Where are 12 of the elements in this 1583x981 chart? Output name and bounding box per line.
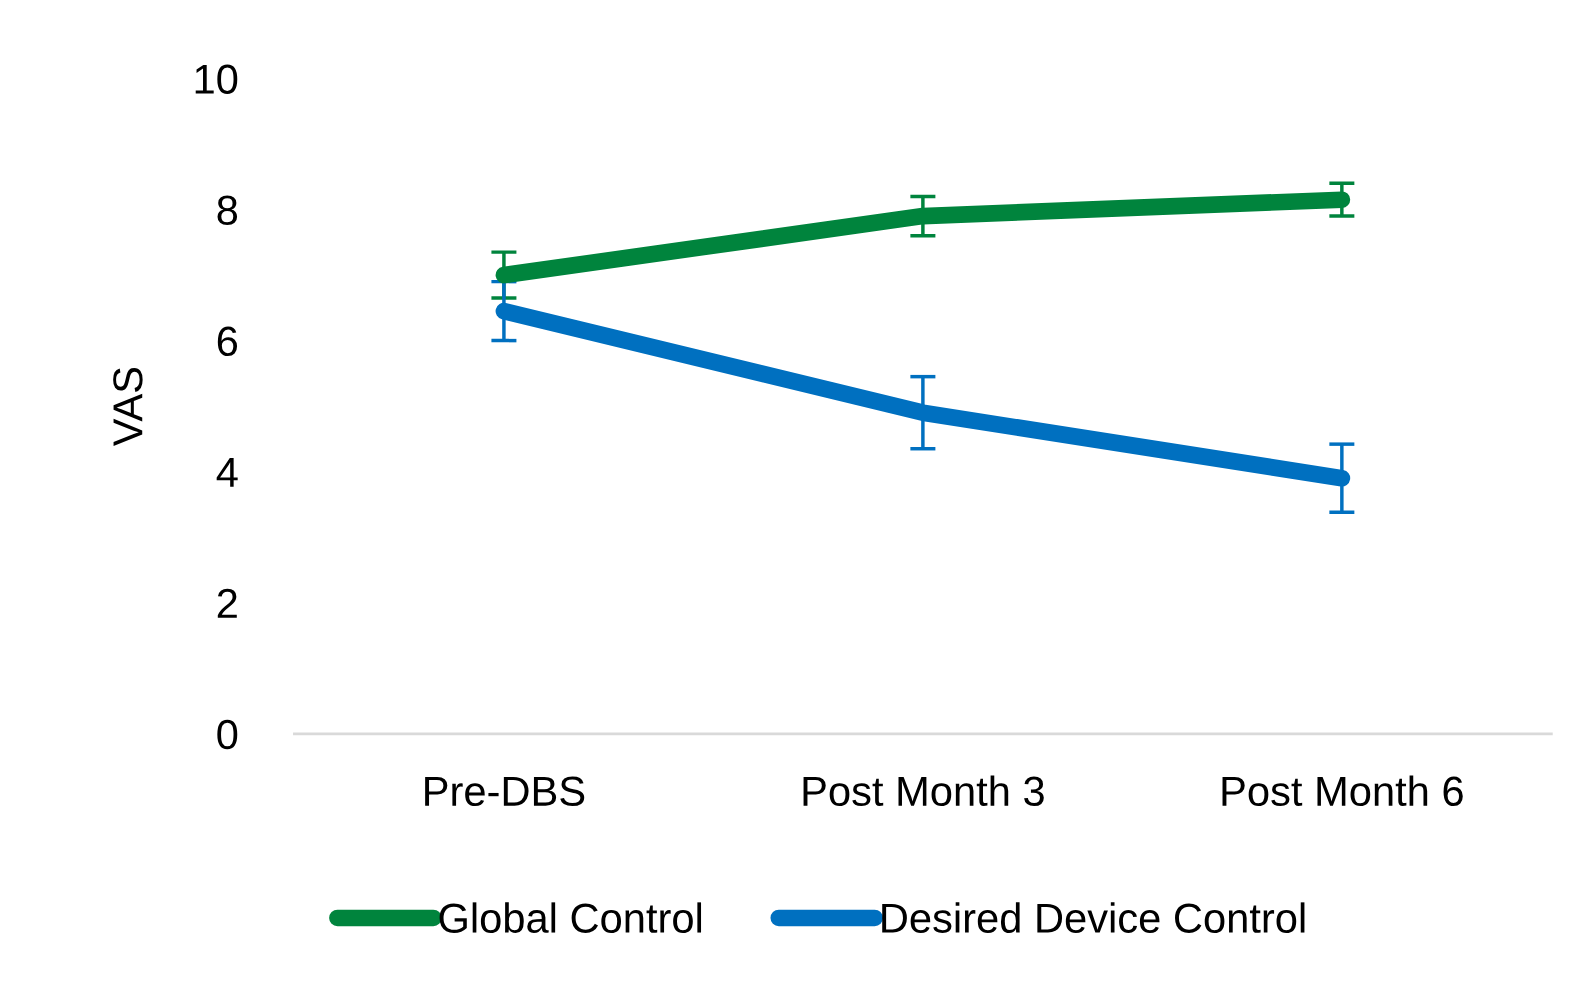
x-tick-label: Post Month 3 <box>803 775 1044 807</box>
legend-label: Desired Device Control <box>882 902 1305 933</box>
legend-label: Global Control <box>439 902 702 933</box>
y-tick-label: 6 <box>217 326 238 357</box>
y-tick-label: 10 <box>195 64 238 94</box>
x-tick-label: Post Month 6 <box>1222 775 1463 807</box>
y-tick-label: 2 <box>217 588 237 618</box>
x-tick-label: Pre-DBS <box>425 776 585 807</box>
y-axis-title: VAS <box>113 367 143 447</box>
y-tick-label: 8 <box>217 195 238 226</box>
y-tick-label: 4 <box>216 458 238 487</box>
y-tick-label: 0 <box>217 719 238 750</box>
